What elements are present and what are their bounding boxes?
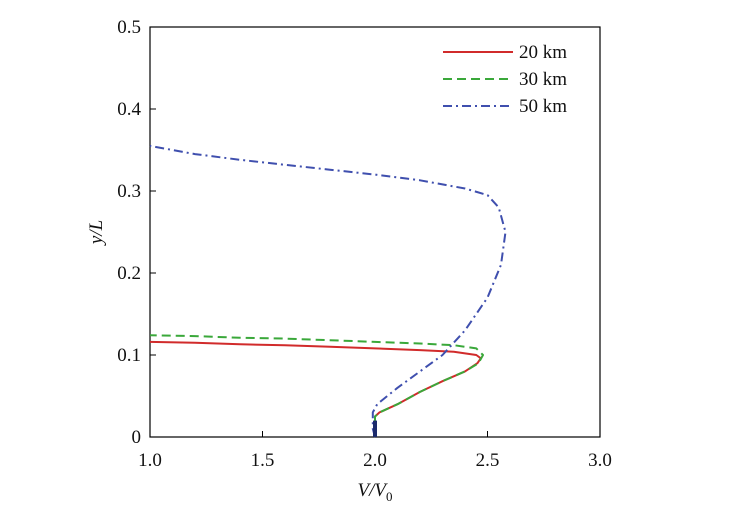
x-tick-label: 1.0 <box>138 450 162 471</box>
x-axis-title-main: V/V <box>358 480 389 501</box>
y-tick-label: 0.2 <box>117 263 141 284</box>
y-tick-label: 0 <box>132 427 142 448</box>
x-tick-label: 2.5 <box>476 450 500 471</box>
legend-label: 50 km <box>519 96 567 117</box>
x-tick-label: 1.5 <box>251 450 275 471</box>
series-line-2 <box>149 334 484 437</box>
x-tick-label: 3.0 <box>588 450 612 471</box>
y-axis: 0 0.1 0.2 0.3 0.4 0.5 <box>117 17 156 448</box>
x-axis-title: V/V0 <box>358 480 393 504</box>
y-tick-label: 0.4 <box>117 99 141 120</box>
base-marker <box>373 420 377 437</box>
series-line-1 <box>149 340 482 437</box>
y-tick-label: 0.3 <box>117 181 141 202</box>
legend: 20 km 30 km 50 km <box>443 42 567 117</box>
y-tick-label: 0.5 <box>117 17 141 38</box>
series-line-3 <box>149 144 507 438</box>
x-axis: 1.0 1.5 2.0 2.5 3.0 <box>138 431 612 471</box>
y-axis-title: y/L <box>86 220 107 246</box>
series-layer <box>149 144 507 438</box>
legend-label: 30 km <box>519 69 567 90</box>
x-axis-title-subscript: 0 <box>386 489 393 504</box>
legend-label: 20 km <box>519 42 567 63</box>
x-tick-label: 2.0 <box>363 450 387 471</box>
y-tick-label: 0.1 <box>117 345 141 366</box>
